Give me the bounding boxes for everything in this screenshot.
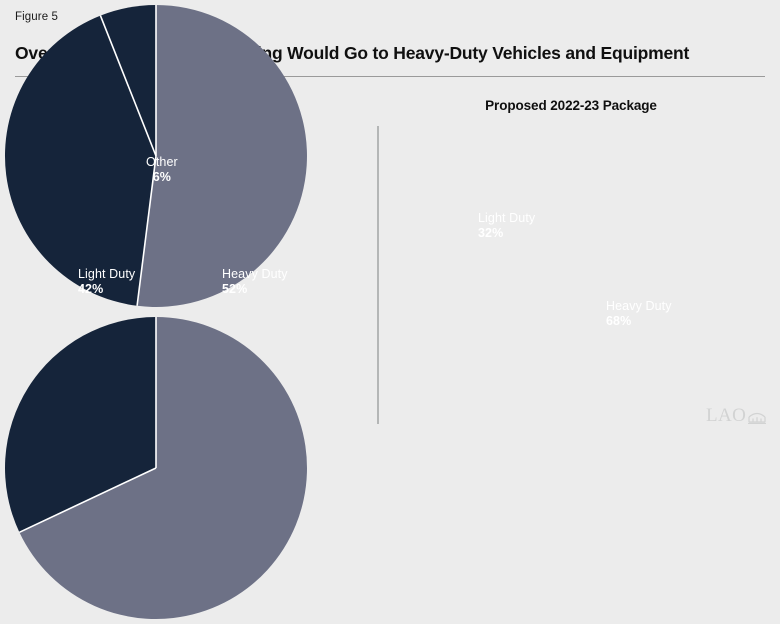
slice-light-duty: [4, 15, 157, 306]
label-left-light-duty-pct: 42%: [78, 282, 104, 296]
label-left-other-pct: 6%: [152, 170, 172, 184]
label-left-other: Other 6%: [146, 155, 178, 185]
figure-container: Figure 5 Over 60 Percent of Total Fundin…: [0, 0, 768, 619]
label-left-light-duty: Light Duty 42%: [78, 267, 135, 297]
header-divider-rule: [15, 76, 765, 77]
slice-other: [100, 4, 156, 156]
pie-right-svg: [5, 317, 308, 619]
label-right-light-duty-pct: 32%: [478, 226, 504, 240]
label-right-light-duty-name: Light Duty: [478, 211, 536, 225]
pie-chart-proposed-2022-23: [0, 312, 312, 624]
slice-divider-heavy-light: [136, 155, 157, 306]
label-right-heavy-duty-name: Heavy Duty: [606, 299, 672, 313]
label-left-light-duty-name: Light Duty: [78, 267, 136, 281]
label-left-heavy-duty-name: Heavy Duty: [222, 267, 288, 281]
panel-vertical-divider: [377, 126, 379, 424]
lao-bridge-mark-icon: [748, 412, 766, 424]
pie-chart-adopted-2021-22: [0, 0, 312, 312]
label-right-light-duty: Light Duty 32%: [478, 211, 535, 241]
label-left-heavy-duty: Heavy Duty 52%: [222, 267, 288, 297]
label-right-heavy-duty-pct: 68%: [606, 314, 632, 328]
slice-divider-light-other: [99, 15, 157, 157]
lao-logo: LAO: [706, 406, 768, 428]
label-left-other-name: Other: [146, 155, 178, 169]
panel-title-proposed: Proposed 2022-23 Package: [485, 98, 657, 113]
label-left-heavy-duty-pct: 52%: [222, 282, 248, 296]
slice-heavy-duty: [137, 5, 307, 307]
label-right-heavy-duty: Heavy Duty 68%: [606, 299, 672, 329]
figure-number: Figure 5: [15, 11, 58, 23]
lao-logo-text: LAO: [706, 405, 747, 426]
pie-left-svg: [4, 4, 307, 307]
